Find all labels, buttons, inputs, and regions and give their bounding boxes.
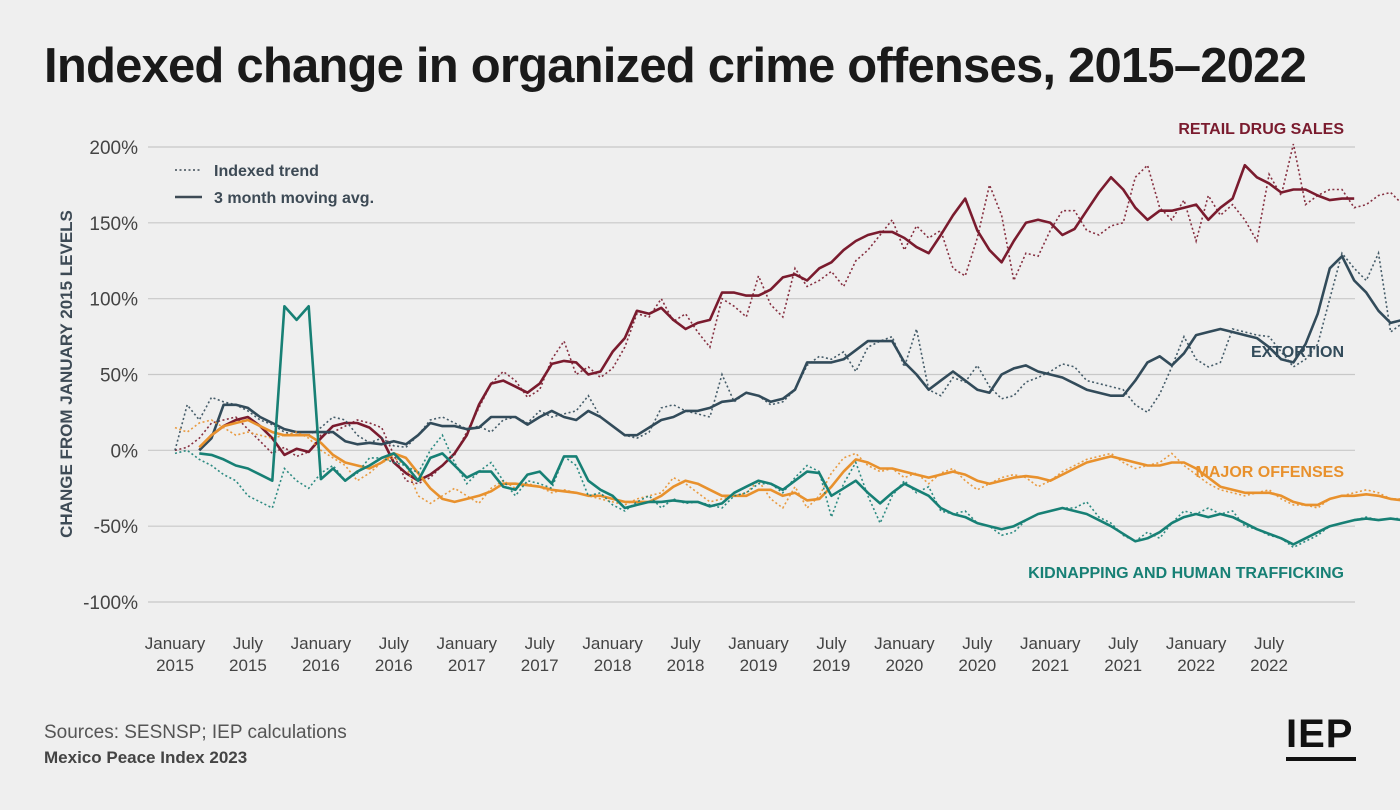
line-chart: 200% 150% 100% 50% 0% -50% -100% January 2015 Ju… (57, 121, 1400, 675)
y-tick-label: -50% (94, 517, 138, 538)
x-tick-label: January (874, 634, 935, 653)
x-tick-label: January (1166, 634, 1227, 653)
trend-line (174, 433, 1400, 549)
x-tick-label: 2020 (885, 656, 923, 675)
x-tick-label: January (1020, 634, 1081, 653)
publication-note: Mexico Peace Index 2023 (44, 748, 248, 767)
series-label: KIDNAPPING AND HUMAN TRAFFICKING (1028, 565, 1344, 582)
x-tick-label: January (145, 634, 206, 653)
trend-line (174, 250, 1400, 451)
sources-note: Sources: SESNSP; IEP calculations (44, 722, 347, 743)
iep-logo: IEP (1286, 714, 1356, 761)
legend: Indexed trend 3 month moving avg. (175, 163, 374, 207)
legend-label: 3 month moving avg. (214, 190, 374, 207)
moving-avg-line (198, 163, 1355, 482)
series-labels: RETAIL DRUG SALES EXTORTION MAJOR OFFENSES… (1028, 121, 1344, 582)
x-tick-label: July (233, 634, 264, 653)
x-tick-label: January (291, 634, 352, 653)
y-tick-label: 100% (89, 290, 138, 311)
x-tick-label: 2016 (375, 656, 413, 675)
moving-avg-line (198, 254, 1400, 452)
x-tick-label: 2021 (1031, 656, 1069, 675)
x-tick-label: 2019 (740, 656, 778, 675)
moving-avg-line (199, 305, 1400, 546)
y-tick-label: 50% (100, 366, 138, 387)
y-tick-label: 0% (111, 441, 139, 462)
x-tick-label: July (1108, 634, 1139, 653)
x-tick-label: 2021 (1104, 656, 1142, 675)
x-tick-label: 2017 (448, 656, 486, 675)
x-tick-label: July (379, 634, 410, 653)
trend-line (174, 419, 1400, 510)
y-tick-labels: 200% 150% 100% 50% 0% -50% -100% (83, 138, 138, 614)
x-tick-label: January (582, 634, 643, 653)
x-tick-label: 2017 (521, 656, 559, 675)
x-tick-label: July (962, 634, 993, 653)
x-tick-label: 2019 (813, 656, 851, 675)
x-tick-label: July (816, 634, 847, 653)
y-tick-label: 200% (89, 138, 138, 159)
x-tick-label: 2015 (156, 656, 194, 675)
y-tick-label: 150% (89, 214, 138, 235)
x-tick-label: 2022 (1250, 656, 1288, 675)
x-tick-label: 2015 (229, 656, 267, 675)
series-label: EXTORTION (1251, 344, 1344, 361)
x-tick-label: 2022 (1177, 656, 1215, 675)
x-tick-label: July (670, 634, 701, 653)
x-tick-label: July (525, 634, 556, 653)
x-tick-label: January (437, 634, 498, 653)
legend-label: Indexed trend (214, 163, 319, 180)
y-axis-label: CHANGE FROM JANUARY 2015 LEVELS (57, 210, 76, 538)
y-tick-label: -100% (83, 593, 138, 614)
series-lines (174, 143, 1400, 549)
trend-line (174, 143, 1400, 485)
x-tick-labels: January 2015 July 2015 January 2016 July 2016 Ja… (145, 634, 1288, 675)
x-tick-label: 2020 (958, 656, 996, 675)
x-tick-label: 2016 (302, 656, 340, 675)
x-tick-label: January (728, 634, 789, 653)
x-tick-label: July (1254, 634, 1285, 653)
series-label: RETAIL DRUG SALES (1178, 121, 1344, 138)
series-label: MAJOR OFFENSES (1196, 464, 1345, 481)
x-tick-label: 2018 (667, 656, 705, 675)
y-gridlines (148, 146, 1355, 603)
chart-title: Indexed change in organized crime offens… (44, 39, 1307, 93)
x-tick-label: 2018 (594, 656, 632, 675)
